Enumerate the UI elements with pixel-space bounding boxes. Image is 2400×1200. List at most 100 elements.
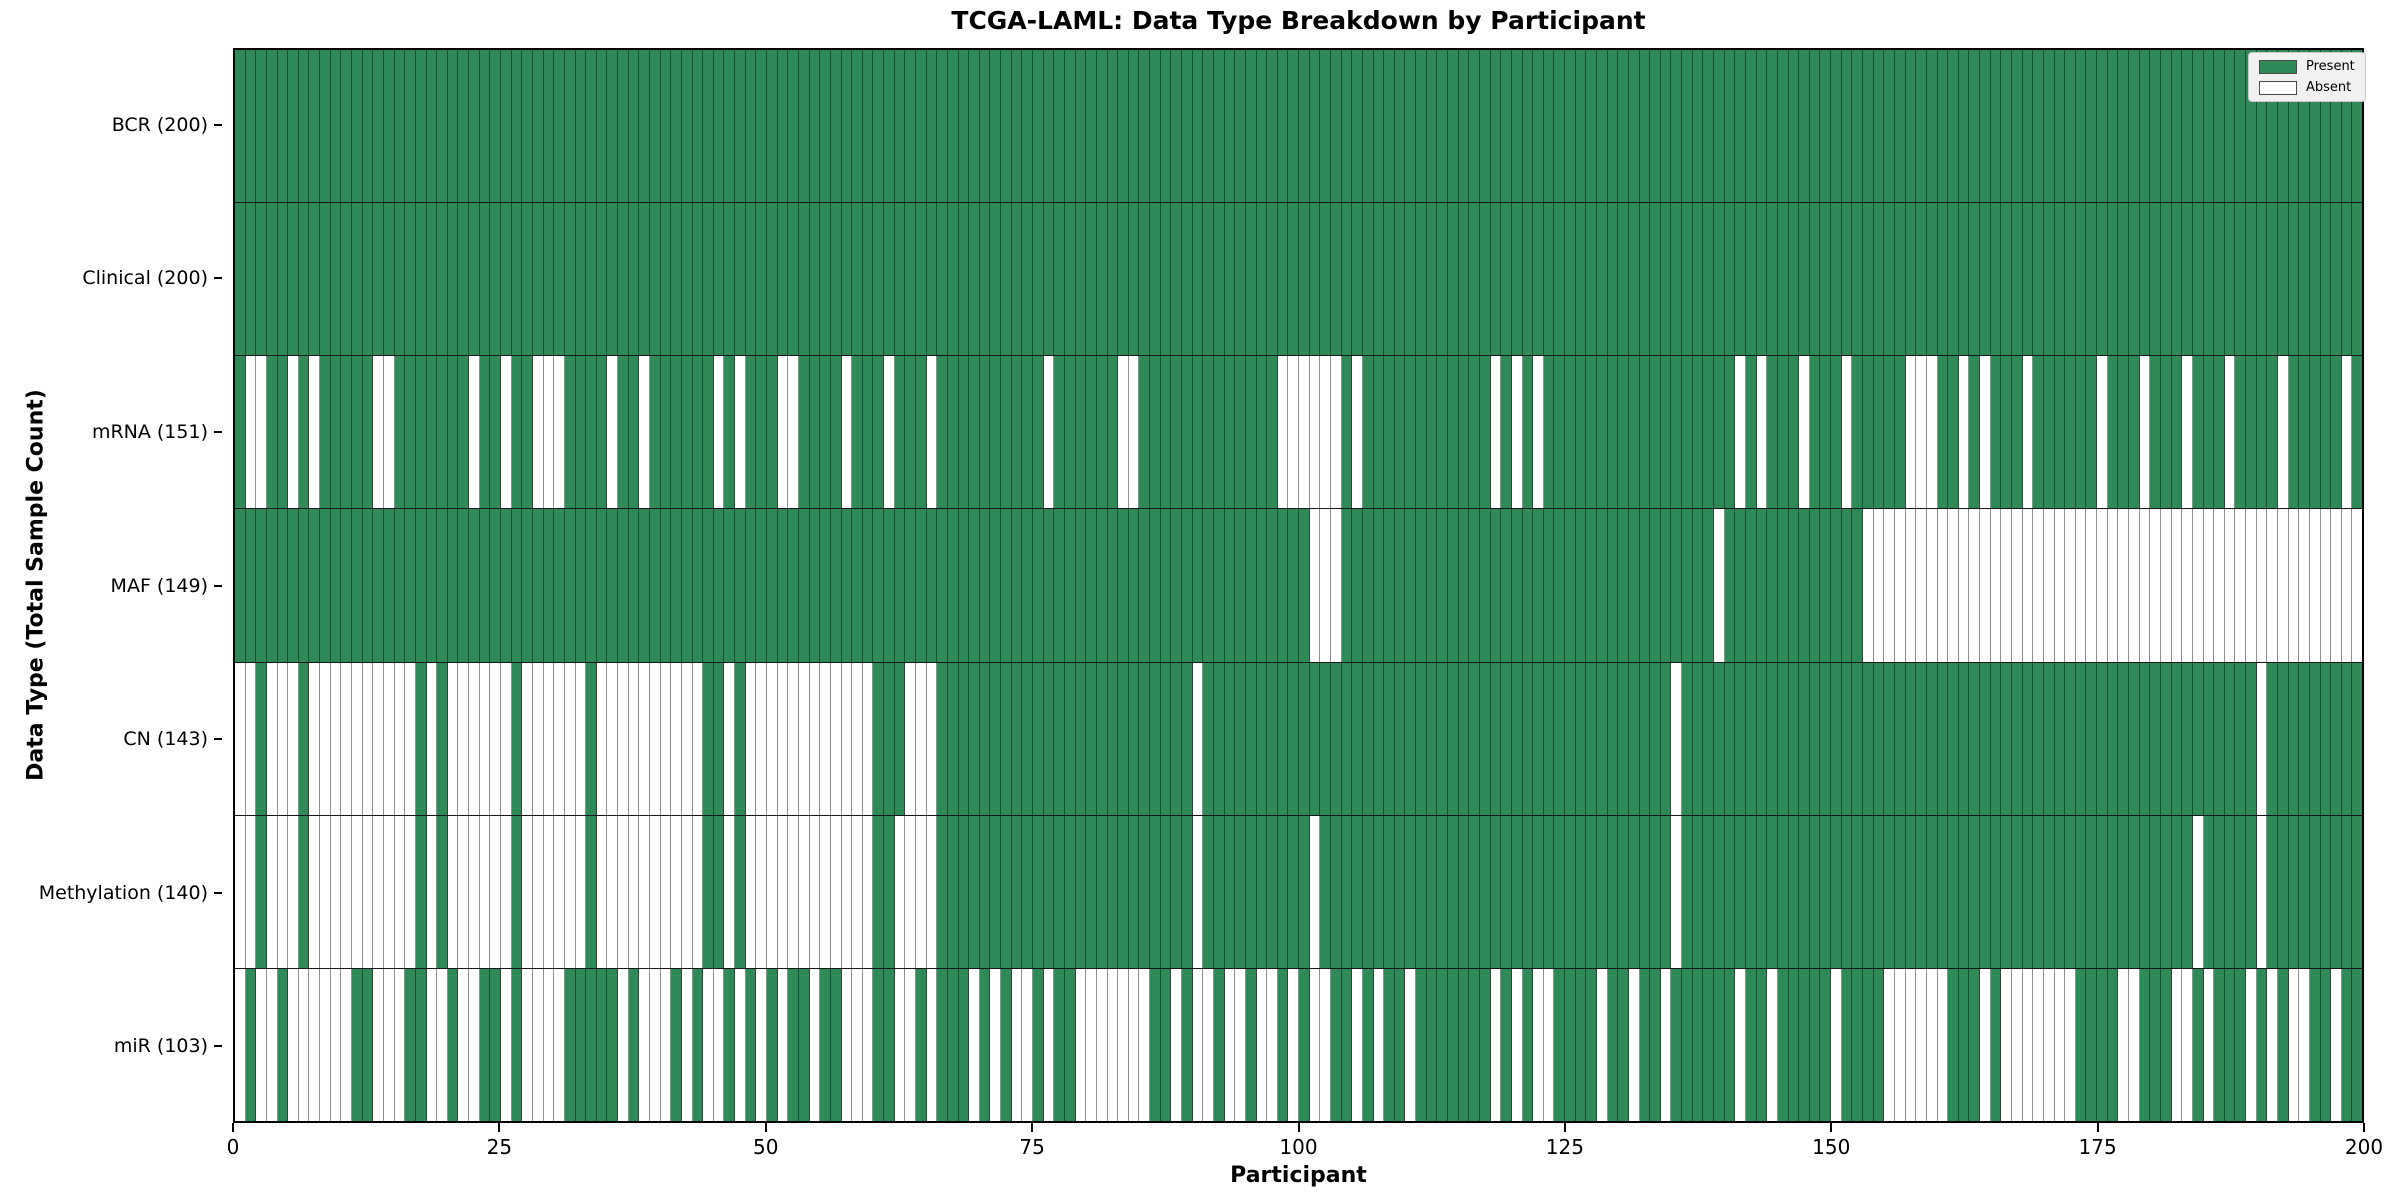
- heatmap-cell: [1703, 509, 1715, 662]
- heatmap-cell: [926, 815, 938, 968]
- heatmap-cell: [437, 356, 448, 509]
- heatmap-cell: [767, 203, 778, 356]
- heatmap-cell: [1884, 662, 1895, 815]
- heatmap-cell: [373, 50, 384, 203]
- heatmap-cell: [756, 50, 768, 203]
- heatmap-cell: [383, 50, 395, 203]
- heatmap-cell: [575, 662, 587, 815]
- heatmap-cell: [1543, 50, 1555, 203]
- heatmap-cell: [703, 662, 714, 815]
- heatmap-cell: [1224, 509, 1236, 662]
- heatmap-cell: [1128, 509, 1140, 662]
- heatmap-cell: [458, 203, 470, 356]
- heatmap-cell: [1096, 203, 1108, 356]
- heatmap-cell: [1426, 662, 1438, 815]
- heatmap-cell: [543, 356, 555, 509]
- heatmap-cell: [543, 815, 555, 968]
- heatmap-cell: [1916, 509, 1927, 662]
- heatmap-cell: [1926, 815, 1938, 968]
- heatmap-cell: [1384, 509, 1395, 662]
- heatmap-cell: [926, 203, 938, 356]
- heatmap-cell: [788, 968, 799, 1121]
- heatmap-cell: [1022, 509, 1034, 662]
- heatmap-cell: [1639, 356, 1651, 509]
- heatmap-cell: [628, 815, 640, 968]
- heatmap-cell: [298, 968, 310, 1121]
- heatmap-cell: [2309, 662, 2321, 815]
- heatmap-cell: [1937, 509, 1949, 662]
- heatmap-cell: [2246, 662, 2257, 815]
- heatmap-cell: [511, 662, 523, 815]
- heatmap-cell: [1724, 356, 1736, 509]
- heatmap-cell: [2171, 662, 2183, 815]
- heatmap-cell: [1256, 815, 1268, 968]
- heatmap-cell: [1309, 509, 1321, 662]
- heatmap-cell: [2235, 50, 2247, 203]
- heatmap-cell: [1235, 50, 1246, 203]
- heatmap-cell: [1054, 356, 1065, 509]
- heatmap-cell: [320, 203, 331, 356]
- legend-item-present: Present: [2259, 59, 2355, 74]
- heatmap-cell: [1330, 50, 1342, 203]
- heatmap-cell: [1320, 50, 1331, 203]
- heatmap-cell: [1501, 509, 1512, 662]
- heatmap-cell: [2278, 203, 2289, 356]
- heatmap-cell: [1341, 662, 1353, 815]
- heatmap-cell: [1288, 203, 1300, 356]
- heatmap-cell: [352, 815, 363, 968]
- heatmap-cell: [1660, 50, 1672, 203]
- heatmap-cell: [2118, 509, 2130, 662]
- heatmap-cell: [1501, 968, 1512, 1121]
- heatmap-cell: [1384, 968, 1395, 1121]
- heatmap-cell: [1405, 50, 1417, 203]
- heatmap-cell: [1245, 662, 1257, 815]
- heatmap-cell: [383, 509, 395, 662]
- heatmap-cell: [1437, 50, 1449, 203]
- heatmap-cell: [1575, 50, 1587, 203]
- heatmap-cell: [628, 356, 640, 509]
- heatmap-cell: [1682, 815, 1693, 968]
- y-tick-mark: [214, 123, 222, 126]
- heatmap-cell: [1469, 50, 1480, 203]
- heatmap-cell: [1086, 815, 1097, 968]
- heatmap-cell: [405, 203, 416, 356]
- heatmap-cell: [309, 203, 321, 356]
- heatmap-cell: [1213, 50, 1225, 203]
- y-axis-tick-labels: BCR (200) Clinical (200) mRNA (151) MAF (14…: [0, 48, 222, 1123]
- heatmap-cell: [1809, 50, 1821, 203]
- heatmap-cell: [2320, 815, 2332, 968]
- heatmap-cell: [607, 356, 619, 509]
- heatmap-cell: [1064, 356, 1076, 509]
- heatmap-cell: [788, 356, 799, 509]
- y-tick-mark: [214, 584, 222, 587]
- heatmap-cell: [639, 815, 650, 968]
- heatmap-cell: [884, 968, 895, 1121]
- heatmap-cell: [969, 356, 980, 509]
- heatmap-cell: [1756, 203, 1768, 356]
- heatmap-cell: [1128, 815, 1140, 968]
- heatmap-cell: [1192, 50, 1204, 203]
- heatmap-cell: [469, 968, 480, 1121]
- heatmap-cell: [1831, 662, 1842, 815]
- heatmap-cell: [1405, 815, 1417, 968]
- heatmap-cell: [447, 203, 459, 356]
- heatmap-cell: [1777, 968, 1789, 1121]
- heatmap-cell: [692, 815, 704, 968]
- heatmap-cell: [405, 356, 416, 509]
- heatmap-cell: [618, 662, 629, 815]
- heatmap-cell: [2352, 662, 2363, 815]
- heatmap-cell: [1745, 203, 1757, 356]
- heatmap-cell: [2224, 509, 2236, 662]
- heatmap-cell: [1714, 50, 1725, 203]
- heatmap-cell: [1043, 509, 1055, 662]
- heatmap-cell: [1299, 815, 1310, 968]
- heatmap-cell: [1703, 662, 1715, 815]
- heatmap-cell: [809, 662, 821, 815]
- heatmap-cell: [990, 662, 1002, 815]
- heatmap-cell: [1394, 968, 1406, 1121]
- heatmap-cell: [745, 203, 757, 356]
- heatmap-cell: [607, 50, 619, 203]
- heatmap-cell: [2299, 50, 2310, 203]
- heatmap-cell: [1437, 968, 1449, 1121]
- heatmap-cell: [958, 968, 970, 1121]
